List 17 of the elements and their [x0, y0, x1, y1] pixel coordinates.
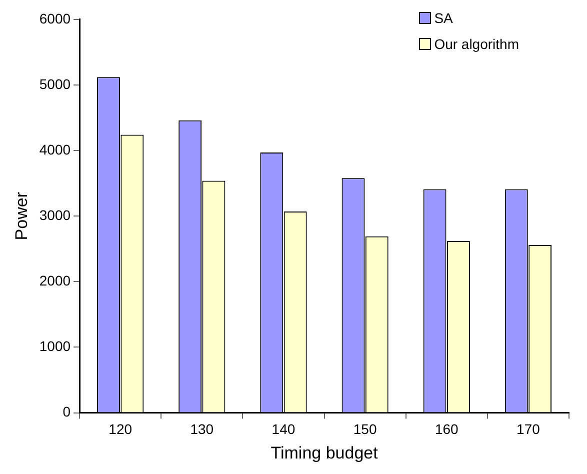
x-tick-label: 150: [353, 421, 377, 438]
y-tick-label: 5000: [39, 76, 71, 92]
x-tick-label: 130: [190, 421, 214, 438]
y-tick-label: 4000: [39, 141, 71, 158]
x-tick-label: 170: [516, 421, 540, 438]
x-tick-label: 120: [108, 421, 132, 438]
x-tick-label: 160: [434, 421, 459, 438]
legend-label: SA: [434, 9, 453, 28]
legend-label: Our algorithm: [434, 35, 519, 54]
y-axis-title: Power: [12, 192, 31, 240]
y-tick-label: 1000: [39, 338, 71, 354]
x-axis-title: Timing budget: [270, 443, 378, 462]
x-tick-label: 140: [272, 421, 296, 438]
y-tick-label: 2000: [39, 272, 71, 289]
y-tick-label: 0: [62, 404, 71, 420]
y-tick-label: 6000: [39, 10, 71, 26]
y-tick-label: 3000: [39, 206, 71, 223]
